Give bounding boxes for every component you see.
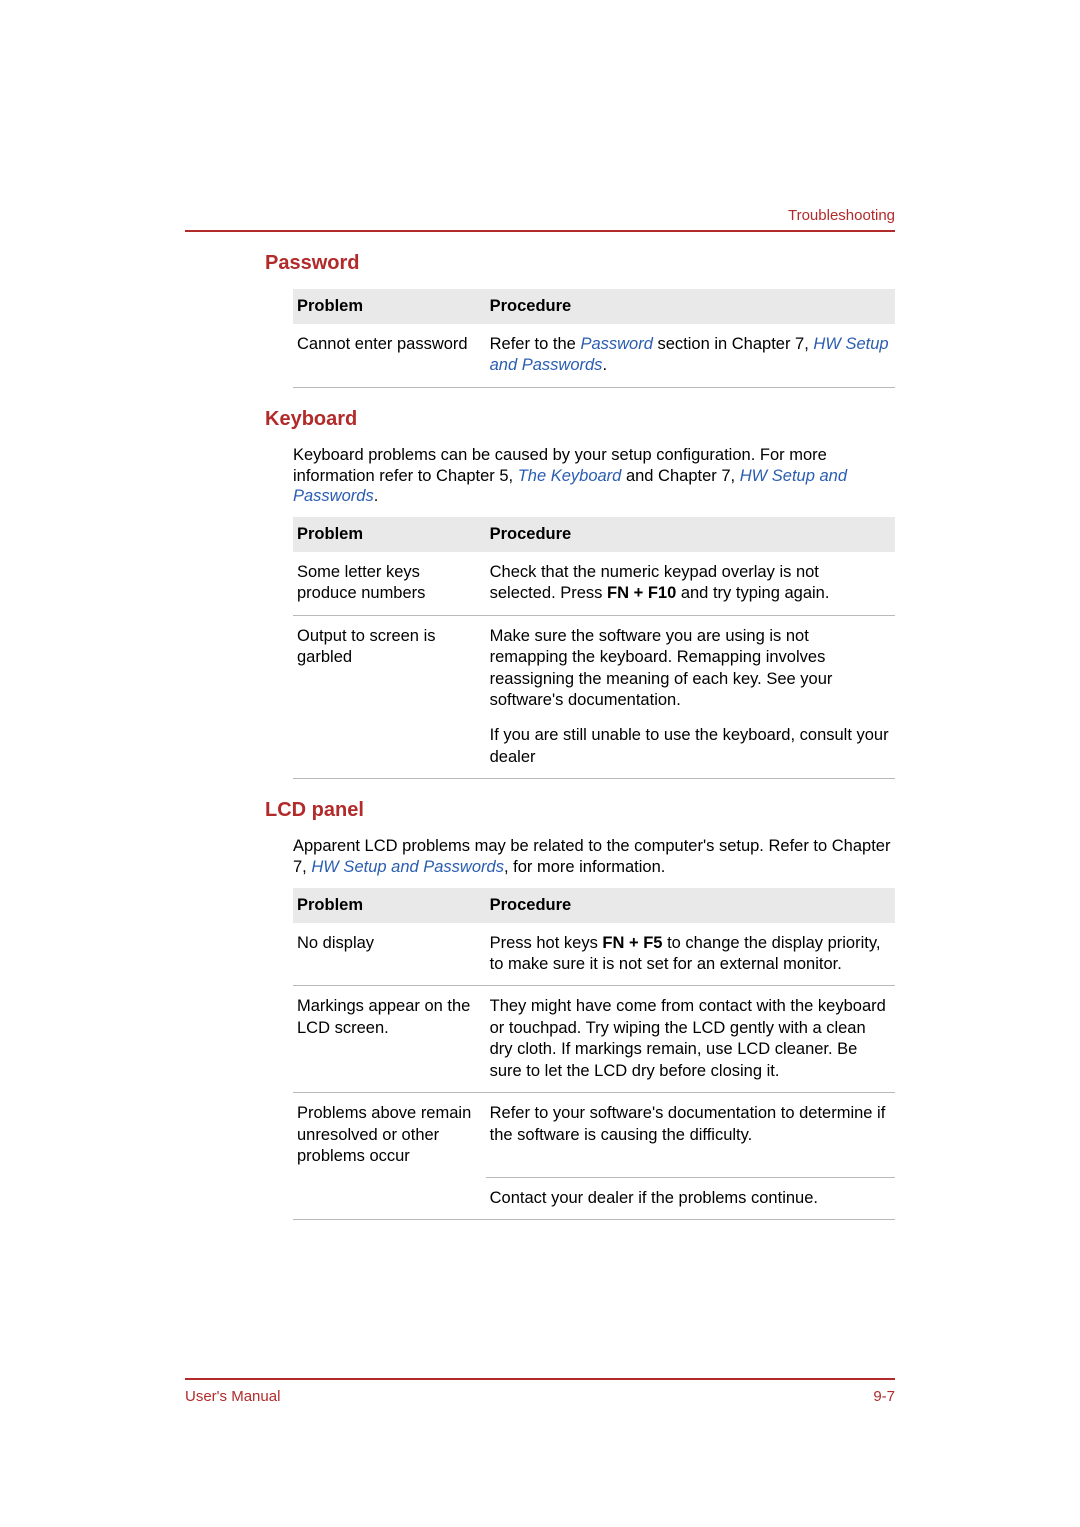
intro-text: and Chapter 7, — [621, 467, 739, 485]
section-heading-lcd: LCD panel — [265, 799, 895, 822]
cell-procedure: Contact your dealer if the problems cont… — [486, 1177, 895, 1219]
link-hw-setup-passwords[interactable]: HW Setup and Passwords — [311, 858, 504, 876]
cell-procedure: Press hot keys FN + F5 to change the dis… — [486, 923, 895, 986]
table-header-row: Problem Procedure — [293, 517, 895, 552]
page: Troubleshooting Password Problem Procedu… — [0, 0, 1080, 1527]
table-row: Output to screen is garbled Make sure th… — [293, 615, 895, 779]
table-row: Cannot enter password Refer to the Passw… — [293, 324, 895, 387]
keyboard-intro: Keyboard problems can be caused by your … — [293, 445, 895, 507]
link-the-keyboard[interactable]: The Keyboard — [518, 467, 622, 485]
footer-page-number: 9-7 — [873, 1388, 895, 1405]
intro-text: , for more information. — [504, 858, 665, 876]
section-body-password: Problem Procedure Cannot enter password … — [293, 289, 895, 388]
procedure-text: Press hot keys — [490, 934, 603, 952]
hotkey-text: FN + F10 — [607, 584, 676, 602]
section-body-keyboard: Keyboard problems can be caused by your … — [293, 445, 895, 779]
hotkey-text: FN + F5 — [602, 934, 662, 952]
section-heading-password: Password — [265, 252, 895, 275]
col-header-problem: Problem — [293, 289, 486, 324]
cell-procedure: They might have come from contact with t… — [486, 986, 895, 1093]
procedure-paragraph: If you are still unable to use the keybo… — [490, 725, 889, 768]
cell-problem: Cannot enter password — [293, 324, 486, 387]
page-content: Password Problem Procedure Cannot enter … — [265, 252, 895, 1240]
section-body-lcd: Apparent LCD problems may be related to … — [293, 836, 895, 1220]
cell-problem: Problems above remain unresolved or othe… — [293, 1093, 486, 1178]
header-rule — [185, 230, 895, 232]
cell-procedure: Refer to your software's documentation t… — [486, 1093, 895, 1178]
procedure-text: . — [602, 356, 607, 374]
procedure-paragraph: Contact your dealer if the problems cont… — [490, 1188, 889, 1209]
col-header-procedure: Procedure — [486, 517, 895, 552]
cell-problem: No display — [293, 923, 486, 986]
procedure-text: Refer to the — [490, 335, 581, 353]
chapter-header-label: Troubleshooting — [788, 207, 895, 224]
section-heading-keyboard: Keyboard — [265, 408, 895, 431]
table-header-row: Problem Procedure — [293, 888, 895, 923]
procedure-text: and try typing again. — [676, 584, 829, 602]
procedure-paragraph: Refer to your software's documentation t… — [490, 1103, 889, 1146]
keyboard-table: Problem Procedure Some letter keys produ… — [293, 517, 895, 780]
col-header-procedure: Procedure — [486, 289, 895, 324]
footer-rule — [185, 1378, 895, 1380]
table-row: Problems above remain unresolved or othe… — [293, 1093, 895, 1178]
table-row: Contact your dealer if the problems cont… — [293, 1177, 895, 1219]
col-header-problem: Problem — [293, 517, 486, 552]
lcd-table: Problem Procedure No display Press hot k… — [293, 888, 895, 1221]
footer-left-label: User's Manual — [185, 1388, 280, 1405]
lcd-intro: Apparent LCD problems may be related to … — [293, 836, 895, 877]
cell-procedure: Refer to the Password section in Chapter… — [486, 324, 895, 387]
procedure-text: section in Chapter 7, — [653, 335, 814, 353]
password-table: Problem Procedure Cannot enter password … — [293, 289, 895, 388]
cell-problem: Markings appear on the LCD screen. — [293, 986, 486, 1093]
cell-problem: Some letter keys produce numbers — [293, 552, 486, 615]
cell-problem: Output to screen is garbled — [293, 615, 486, 779]
intro-text: . — [374, 487, 379, 505]
link-password[interactable]: Password — [580, 335, 652, 353]
table-row: Markings appear on the LCD screen. They … — [293, 986, 895, 1093]
table-row: Some letter keys produce numbers Check t… — [293, 552, 895, 615]
cell-procedure: Make sure the software you are using is … — [486, 615, 895, 779]
col-header-procedure: Procedure — [486, 888, 895, 923]
cell-procedure: Check that the numeric keypad overlay is… — [486, 552, 895, 615]
table-header-row: Problem Procedure — [293, 289, 895, 324]
procedure-paragraph: Make sure the software you are using is … — [490, 626, 889, 712]
col-header-problem: Problem — [293, 888, 486, 923]
cell-problem-empty — [293, 1177, 486, 1219]
table-row: No display Press hot keys FN + F5 to cha… — [293, 923, 895, 986]
